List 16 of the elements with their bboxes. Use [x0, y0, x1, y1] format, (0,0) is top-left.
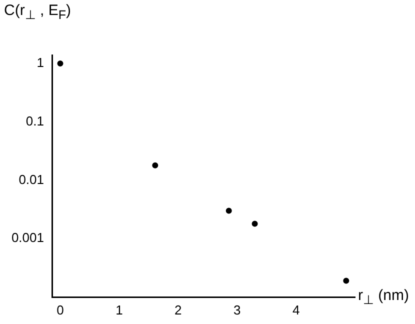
point: [57, 60, 64, 67]
y-axis-title: C(r$_{⊥}$ , E$_{F}$): [4, 2, 71, 22]
x-tick-label: 2: [174, 302, 182, 318]
y-tick-label: 0.1: [26, 113, 44, 128]
x-tick-label: 0: [56, 302, 64, 318]
point: [226, 208, 232, 214]
x-tick-label: 1: [116, 302, 123, 318]
point: [152, 162, 158, 168]
x-tick-label: 3: [233, 302, 241, 318]
point: [252, 220, 258, 227]
point: [343, 278, 350, 284]
x-tick-label: 4: [292, 302, 300, 318]
y-tick-label: 0.01: [18, 172, 44, 187]
x-axis-title: r$_{⊥}$ (nm): [358, 287, 409, 307]
y-tick-label: 1: [36, 55, 44, 70]
y-tick-label: 0.001: [11, 230, 44, 246]
